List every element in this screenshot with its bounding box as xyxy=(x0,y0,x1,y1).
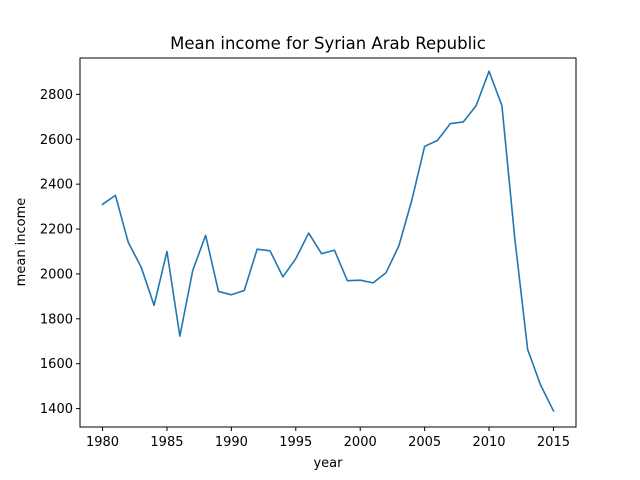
x-tick-label: 1985 xyxy=(150,435,183,450)
y-axis-label: mean income xyxy=(14,198,29,287)
y-tick-label: 1600 xyxy=(40,357,73,372)
plot-frame xyxy=(79,57,577,428)
y-tick-label: 2800 xyxy=(40,88,73,103)
series-layer xyxy=(101,70,555,412)
x-tick-label: 2010 xyxy=(472,435,505,450)
y-tick-label: 1400 xyxy=(40,402,73,417)
y-tick-label: 2200 xyxy=(40,223,73,238)
y-tick-label: 2000 xyxy=(40,267,73,282)
x-axis-label: year xyxy=(313,456,343,471)
x-tick-label: 1995 xyxy=(279,435,312,450)
y-tick-label: 2600 xyxy=(40,133,73,148)
x-axis: 1980 1985 1990 1995 2000 2005 2010 2015 xyxy=(86,427,570,450)
chart-title: Mean income for Syrian Arab Republic xyxy=(170,34,486,53)
x-tick-label: 2015 xyxy=(537,435,570,450)
x-tick-label: 1980 xyxy=(86,435,119,450)
y-tick-label: 2400 xyxy=(40,178,73,193)
x-tick-label: 1990 xyxy=(215,435,248,450)
plot-area: 1980 1985 1990 1995 2000 2005 2010 2015 1400 160… xyxy=(40,57,577,450)
series-line xyxy=(101,70,555,412)
y-axis: 1400 1600 1800 2000 2200 2400 2600 2800 xyxy=(40,88,80,417)
y-tick-label: 1800 xyxy=(40,312,73,327)
x-tick-label: 2000 xyxy=(344,435,377,450)
x-tick-label: 2005 xyxy=(408,435,441,450)
